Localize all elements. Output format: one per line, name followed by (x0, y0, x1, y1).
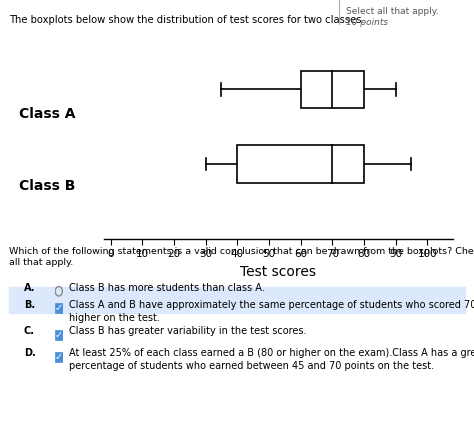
Text: Which of the following statements is a valid conclusion that can be drawn from t: Which of the following statements is a v… (9, 247, 474, 267)
Text: ✓: ✓ (55, 304, 63, 313)
FancyBboxPatch shape (55, 352, 63, 362)
Text: Class A: Class A (19, 107, 75, 121)
Text: The boxplots below show the distribution of test scores for two classes.: The boxplots below show the distribution… (9, 15, 365, 25)
Text: A.: A. (24, 283, 35, 293)
Text: Class B: Class B (19, 179, 75, 193)
Text: Class B has greater variability in the test scores.: Class B has greater variability in the t… (69, 326, 306, 336)
X-axis label: Test scores: Test scores (240, 265, 317, 279)
Text: Select all that apply.: Select all that apply. (346, 7, 439, 16)
Text: At least 25% of each class earned a B (80 or higher on the exam).Class A has a g: At least 25% of each class earned a B (8… (69, 348, 474, 371)
Text: ✓: ✓ (55, 330, 63, 340)
Text: 10 points: 10 points (346, 18, 388, 27)
Text: C.: C. (24, 326, 35, 336)
FancyBboxPatch shape (237, 145, 364, 183)
Text: ✓: ✓ (55, 352, 63, 362)
Text: Class B has more students than class A.: Class B has more students than class A. (69, 283, 264, 293)
FancyBboxPatch shape (55, 303, 63, 314)
Text: D.: D. (24, 348, 36, 358)
FancyBboxPatch shape (301, 71, 364, 108)
Text: B.: B. (24, 300, 35, 310)
FancyBboxPatch shape (55, 330, 63, 340)
Text: Class A and B have approximately the same percentage of students who scored 70 o: Class A and B have approximately the sam… (69, 300, 474, 323)
